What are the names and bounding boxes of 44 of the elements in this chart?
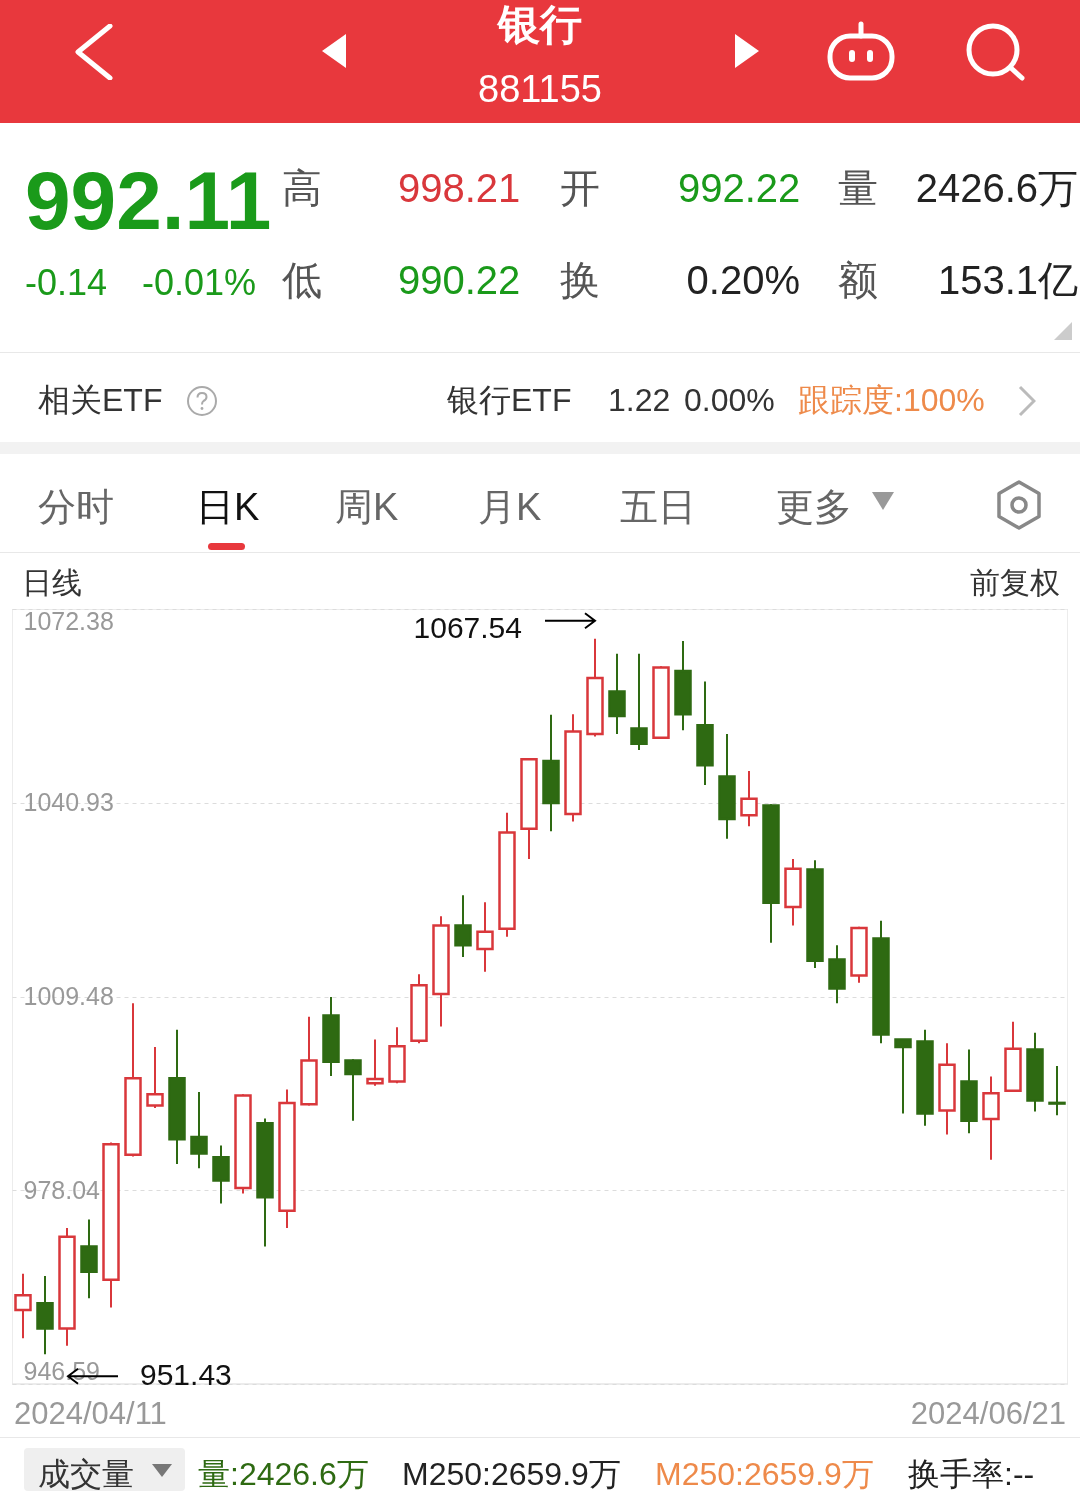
text: 相关ETF: [38, 382, 163, 418]
text: 2426.6万: [915, 166, 1078, 210]
text: 0.00%: [684, 382, 775, 418]
text: -0.01%: [142, 262, 257, 303]
text: 开: [560, 166, 600, 210]
text: 日线: [22, 566, 82, 599]
text: 高: [282, 166, 322, 210]
text: -0.14: [25, 262, 108, 303]
text: 量: [838, 166, 878, 210]
text: 量:2426.6万: [198, 1456, 369, 1491]
text: 153.1亿: [937, 258, 1078, 302]
text: 周K: [335, 486, 399, 528]
text: 998.21: [398, 166, 521, 210]
text: 前复权: [970, 566, 1060, 599]
text: 0.20%: [686, 258, 800, 302]
annotation: 1067.54: [413, 610, 522, 644]
text: 992.11: [25, 155, 272, 246]
chart-title: 银行: [496, 1, 583, 48]
chart-subtitle: 881155: [477, 68, 603, 110]
text: 跟踪度:100%: [798, 382, 985, 418]
text: M250:2659.9万: [655, 1456, 874, 1491]
text: 换: [560, 258, 600, 302]
y-tick-label: 978.04: [23, 1175, 101, 1204]
text: 日K: [196, 486, 260, 528]
text: 更多: [776, 486, 852, 528]
text: 2024/06/21: [910, 1396, 1066, 1431]
y-tick-label: 1040.93: [23, 788, 114, 817]
text: 990.22: [398, 258, 521, 302]
text: 五日: [620, 486, 696, 528]
y-tick-label: 1009.48: [23, 982, 114, 1011]
text: 换手率:--: [908, 1456, 1035, 1491]
y-tick-label: 1072.38: [23, 606, 114, 635]
text: 2024/04/11: [14, 1396, 167, 1431]
text: 低: [282, 258, 322, 302]
y-tick-label: 946.59: [23, 1356, 100, 1385]
text: 月K: [478, 486, 542, 528]
text: 额: [838, 258, 878, 302]
text: 992.22: [678, 166, 801, 210]
text: 1.22: [608, 382, 671, 418]
annotation: 951.43: [140, 1358, 232, 1392]
text: 银行ETF: [447, 382, 572, 418]
text: M250:2659.9万: [402, 1456, 621, 1491]
text: 分时: [38, 486, 114, 528]
text: 成交量: [38, 1456, 134, 1491]
